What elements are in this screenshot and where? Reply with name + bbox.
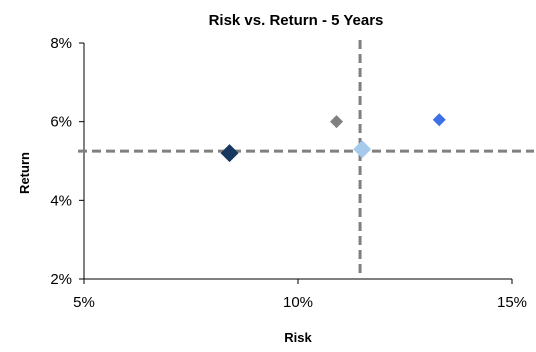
y-axis-label: Return (17, 152, 32, 194)
y-tick-label: 4% (50, 192, 72, 209)
chart-title: Risk vs. Return - 5 Years (209, 12, 384, 29)
y-tick-label: 2% (50, 271, 72, 288)
data-point (353, 140, 372, 159)
data-point (432, 113, 446, 127)
data-point (220, 144, 239, 163)
data-point (330, 115, 344, 129)
x-tick-label: 10% (283, 294, 313, 311)
x-axis-label: Risk (284, 330, 312, 345)
x-tick-label: 15% (497, 294, 527, 311)
y-tick-label: 6% (50, 114, 72, 131)
y-tick-label: 8% (50, 35, 72, 52)
x-tick-label: 5% (73, 294, 95, 311)
